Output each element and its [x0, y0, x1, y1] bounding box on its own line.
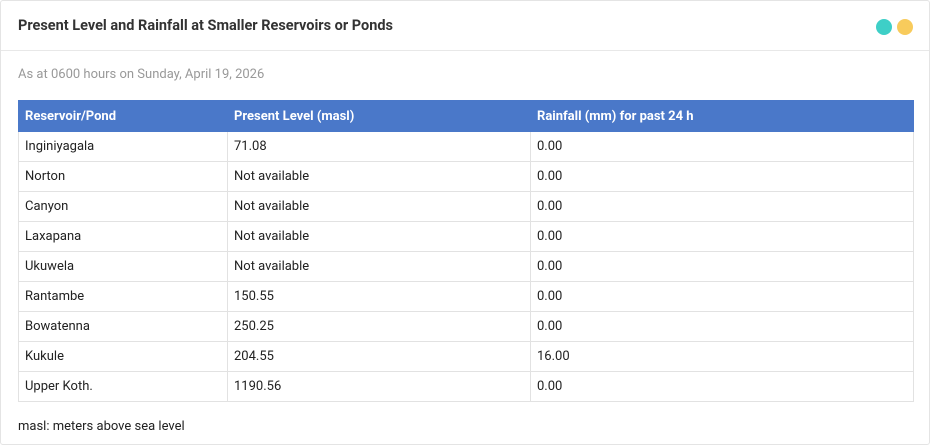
table-cell: 0.00: [530, 191, 914, 222]
column-header: Rainfall (mm) for past 24 h: [530, 100, 914, 132]
table-body: Inginiyagala 71.08 0.00 Norton Not available…: [18, 131, 914, 402]
table-cell: Rantambe: [18, 281, 228, 312]
yellow-dot[interactable]: [897, 19, 913, 35]
table-cell: Bowatenna: [18, 311, 228, 342]
teal-dot[interactable]: [876, 19, 892, 35]
table-row: Canyon Not available 0.00: [18, 191, 914, 222]
column-header: Reservoir/Pond: [18, 100, 228, 132]
subtitle: As at 0600 hours on Sunday, April 19, 20…: [18, 67, 265, 82]
card-title: Present Level and Rainfall at Smaller Re…: [18, 17, 393, 34]
table-cell: Upper Koth.: [18, 371, 228, 402]
table-cell: Inginiyagala: [18, 131, 228, 162]
table-cell: 71.08: [227, 131, 531, 162]
table-row: Laxapana Not available 0.00: [18, 221, 914, 252]
table-cell: Ukuwela: [18, 251, 228, 282]
table-cell: Not available: [227, 161, 531, 192]
table-cell: Laxapana: [18, 221, 228, 252]
table-cell: Not available: [227, 191, 531, 222]
table-cell: 0.00: [530, 311, 914, 342]
table-cell: Not available: [227, 221, 531, 252]
table-row: Ukuwela Not available 0.00: [18, 251, 914, 282]
table-row: Upper Koth. 1190.56 0.00: [18, 371, 914, 402]
table-cell: 150.55: [227, 281, 531, 312]
table-cell: 0.00: [530, 221, 914, 252]
footnote: masl: meters above sea level: [18, 419, 185, 434]
table-head: Reservoir/Pond Present Level (masl) Rainfa…: [18, 100, 914, 132]
column-header: Present Level (masl): [227, 100, 531, 132]
header-row: Reservoir/Pond Present Level (masl) Rainfa…: [18, 100, 914, 132]
table-cell: 0.00: [530, 281, 914, 312]
table-cell: 16.00: [530, 341, 914, 372]
table-row: Norton Not available 0.00: [18, 161, 914, 192]
card-header: Present Level and Rainfall at Smaller Re…: [1, 1, 929, 51]
table-cell: Kukule: [18, 341, 228, 372]
table-cell: Canyon: [18, 191, 228, 222]
table-cell: 204.55: [227, 341, 531, 372]
table-row: Bowatenna 250.25 0.00: [18, 311, 914, 342]
table-cell: 0.00: [530, 251, 914, 282]
table-row: Inginiyagala 71.08 0.00: [18, 131, 914, 162]
table-cell: Not available: [227, 251, 531, 282]
table-cell: 0.00: [530, 161, 914, 192]
table-cell: 250.25: [227, 311, 531, 342]
table-row: Kukule 204.55 16.00: [18, 341, 914, 372]
table-row: Rantambe 150.55 0.00: [18, 281, 914, 312]
table-cell: 0.00: [530, 371, 914, 402]
table-cell: 1190.56: [227, 371, 531, 402]
table-cell: 0.00: [530, 131, 914, 162]
reservoir-table: Reservoir/Pond Present Level (masl) Rainfa…: [18, 100, 914, 402]
table-cell: Norton: [18, 161, 228, 192]
